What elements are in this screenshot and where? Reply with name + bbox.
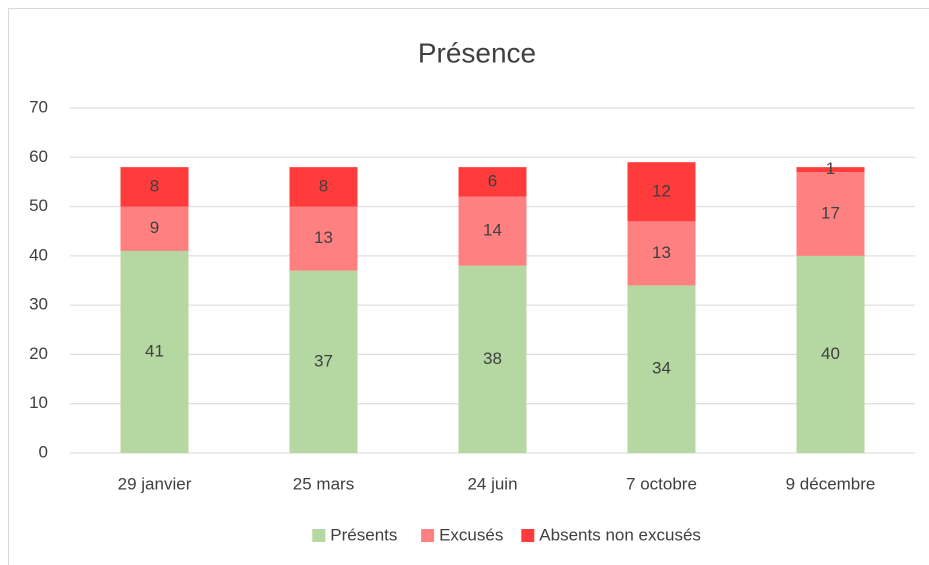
data-label: 9 bbox=[150, 218, 159, 237]
data-label: 41 bbox=[145, 341, 164, 360]
data-label: 6 bbox=[488, 171, 497, 190]
legend-label: Absents non excusés bbox=[539, 525, 701, 544]
data-label: 34 bbox=[652, 359, 671, 378]
bar-segment bbox=[627, 285, 696, 453]
bar-segment bbox=[458, 196, 527, 266]
bar-segment bbox=[627, 221, 696, 286]
data-label: 38 bbox=[483, 349, 502, 368]
y-tick-label: 60 bbox=[29, 147, 48, 166]
data-label: 12 bbox=[652, 181, 671, 200]
chart-title: Présence bbox=[418, 37, 536, 68]
y-tick-label: 20 bbox=[29, 344, 48, 363]
data-label: 8 bbox=[319, 176, 328, 195]
bar-segment bbox=[458, 167, 527, 197]
data-label: 8 bbox=[150, 176, 159, 195]
x-tick-label: 24 juin bbox=[467, 474, 517, 493]
y-tick-label: 50 bbox=[29, 196, 48, 215]
bar-segment bbox=[289, 167, 358, 207]
x-tick-label: 29 janvier bbox=[118, 474, 192, 493]
bar-segment bbox=[796, 255, 865, 453]
data-label: 37 bbox=[314, 351, 333, 370]
y-tick-label: 40 bbox=[29, 245, 48, 264]
data-label: 14 bbox=[483, 221, 502, 240]
data-label: 13 bbox=[314, 228, 333, 247]
legend-label: Excusés bbox=[439, 525, 503, 544]
x-tick-label: 7 octobre bbox=[626, 474, 697, 493]
data-label: 17 bbox=[821, 203, 840, 222]
bar-segment bbox=[120, 167, 189, 207]
legend-swatch bbox=[521, 529, 535, 542]
data-label: 13 bbox=[652, 243, 671, 262]
legend-label: Présents bbox=[330, 525, 397, 544]
x-tick-label: 9 décembre bbox=[786, 474, 876, 493]
bar-segment bbox=[289, 270, 358, 453]
bar-segment bbox=[289, 206, 358, 271]
y-tick-label: 10 bbox=[29, 393, 48, 412]
data-label: 40 bbox=[821, 344, 840, 363]
bar-segment bbox=[120, 250, 189, 453]
y-tick-label: 0 bbox=[39, 442, 48, 461]
bar-segment bbox=[796, 172, 865, 256]
y-tick-label: 30 bbox=[29, 295, 48, 314]
x-tick-label: 25 mars bbox=[293, 474, 354, 493]
legend-swatch bbox=[312, 529, 326, 542]
bar-segment bbox=[796, 167, 865, 173]
data-label: 1 bbox=[826, 159, 835, 178]
y-tick-label: 70 bbox=[29, 97, 48, 116]
legend-swatch bbox=[421, 529, 435, 542]
bar-segment bbox=[627, 162, 696, 222]
bar-segment bbox=[120, 206, 189, 251]
bar-segment bbox=[458, 265, 527, 453]
